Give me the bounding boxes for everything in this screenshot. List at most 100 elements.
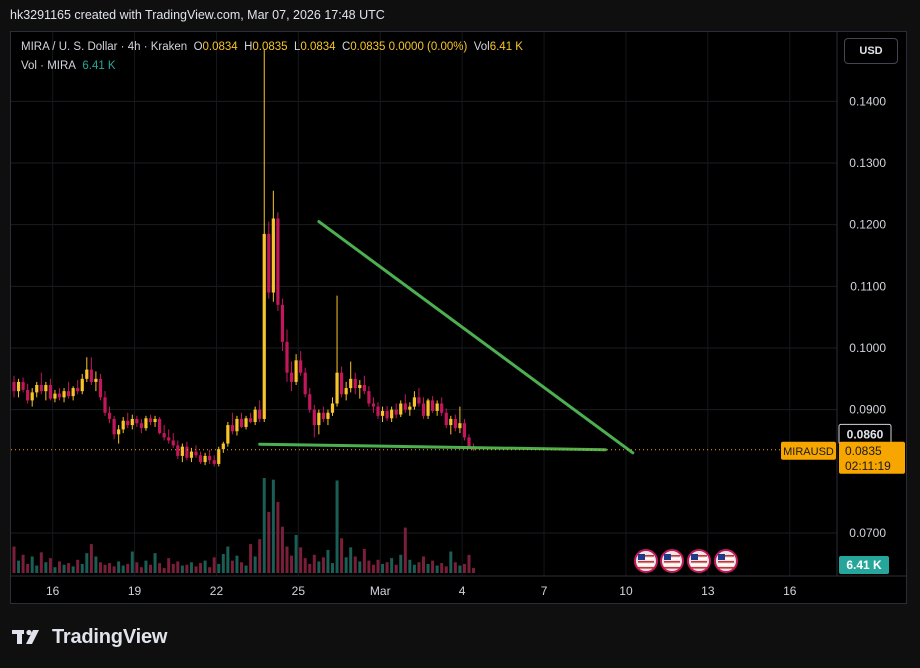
volume-bar — [331, 563, 334, 573]
volume-bar — [194, 566, 198, 573]
volume-bar — [280, 526, 284, 573]
time-tick-label: 19 — [128, 584, 142, 598]
volume-bar — [317, 561, 321, 573]
candle-body — [417, 397, 421, 404]
trendline[interactable] — [258, 442, 607, 452]
axes: 0.1400 0.1300 0.1200 0.1100 0.1000 0.0900 0.07… — [11, 32, 906, 598]
volume-bar — [71, 566, 75, 573]
symbol-title[interactable]: MIRA / U. S. Dollar · 4h · Kraken — [21, 41, 188, 53]
volume-bar — [244, 565, 248, 573]
price-chart[interactable]: 0.1400 0.1300 0.1200 0.1100 0.1000 0.0900 0.07… — [11, 32, 906, 603]
volume-bar — [76, 559, 80, 573]
candle-body — [440, 403, 444, 413]
volume-tag — [839, 556, 889, 574]
chart-panel[interactable]: 0.1400 0.1300 0.1200 0.1100 0.1000 0.0900 0.07… — [10, 31, 907, 604]
candle-body — [249, 418, 253, 422]
flag-stripe — [638, 561, 654, 563]
chart-caption: hk3291165 created with TradingView.com, … — [10, 8, 385, 22]
volume-bar — [35, 565, 39, 573]
countdown-text: 02:11:19 — [845, 459, 891, 473]
volume-series-title[interactable]: Vol · MIRA — [21, 60, 76, 72]
volume-bar — [67, 563, 71, 573]
volume-bar — [335, 480, 339, 573]
flag-stripe — [664, 564, 680, 566]
volume-bar — [249, 544, 253, 573]
event-flag-icon[interactable] — [714, 549, 738, 573]
flag-stripe — [664, 558, 680, 560]
flag-stripe — [664, 561, 680, 563]
time-tick-label: 13 — [701, 584, 715, 598]
candle-body — [80, 378, 84, 392]
flag-stripe — [638, 564, 654, 566]
candle-body — [267, 233, 271, 293]
last-price-text: 0.0835 — [845, 444, 882, 458]
volume-bar — [153, 553, 157, 573]
time-tick-label: 22 — [210, 584, 224, 598]
volume-bar — [221, 554, 225, 573]
event-flag-icon[interactable] — [634, 549, 658, 573]
volume-bar — [431, 560, 435, 573]
volume-bar — [30, 556, 34, 573]
candle-body — [94, 378, 98, 382]
flag-stripe — [638, 558, 654, 560]
volume-bar — [472, 568, 476, 573]
price-tick-label: 0.1100 — [850, 279, 886, 293]
volume-bar — [385, 562, 389, 573]
candle-body — [258, 409, 262, 419]
candle-body — [39, 385, 43, 392]
volume-tag-text: 6.41 K — [846, 558, 882, 572]
candle-body — [148, 418, 153, 422]
candle-body — [198, 455, 203, 463]
volume-bar — [208, 567, 212, 573]
volume-bar — [390, 558, 394, 573]
last-price-tag — [839, 441, 905, 474]
price-tick-label: 0.1400 — [849, 94, 886, 108]
time-tick-label: 16 — [46, 584, 60, 598]
open-label: O — [193, 41, 203, 53]
volume-bar — [48, 558, 52, 573]
volume-bar — [381, 563, 385, 573]
volume-bar — [371, 564, 375, 573]
candle-body — [48, 385, 52, 399]
flag-stripe — [691, 564, 707, 566]
volume-bar — [149, 564, 152, 573]
candle-body — [98, 378, 103, 398]
candle-body — [385, 410, 389, 419]
volume-bar — [180, 565, 184, 573]
candle-body — [367, 391, 371, 404]
trendline[interactable] — [317, 220, 635, 455]
candle-body — [107, 412, 112, 419]
time-tick-label: 7 — [541, 584, 548, 598]
volume-bar — [458, 565, 462, 573]
price-tick-label: 0.0900 — [849, 403, 886, 417]
time-tick-label: 25 — [292, 584, 306, 598]
change-value: 0.0000 (0.00%) — [388, 41, 468, 53]
candle-body — [85, 369, 89, 379]
candle-body — [30, 392, 34, 401]
tradingview-logo[interactable]: TradingView — [12, 624, 167, 650]
flag-stripe — [718, 561, 734, 563]
flag-canton — [638, 554, 645, 560]
high-value: 0.0835 — [252, 41, 288, 53]
low-label: L — [293, 41, 301, 53]
volume-bar — [462, 563, 466, 573]
event-flags — [634, 549, 738, 573]
candle-body — [135, 418, 139, 424]
volume-bar — [130, 551, 134, 573]
candle-body — [253, 409, 257, 422]
volume-bar — [299, 547, 303, 573]
candle-body — [289, 372, 294, 382]
candle-body — [444, 412, 448, 426]
event-flag-icon[interactable] — [687, 549, 711, 573]
volume-bar — [12, 546, 16, 573]
volume-bar — [162, 568, 166, 573]
event-flag-icon[interactable] — [660, 549, 684, 573]
candle-body — [449, 418, 453, 426]
candle-body — [458, 423, 462, 429]
currency-button[interactable]: USD — [844, 38, 898, 64]
flag-canton — [718, 554, 725, 560]
candle-body — [235, 418, 239, 432]
candle-body — [340, 372, 344, 395]
flag-stripe — [664, 555, 680, 557]
candle-body — [431, 400, 435, 411]
